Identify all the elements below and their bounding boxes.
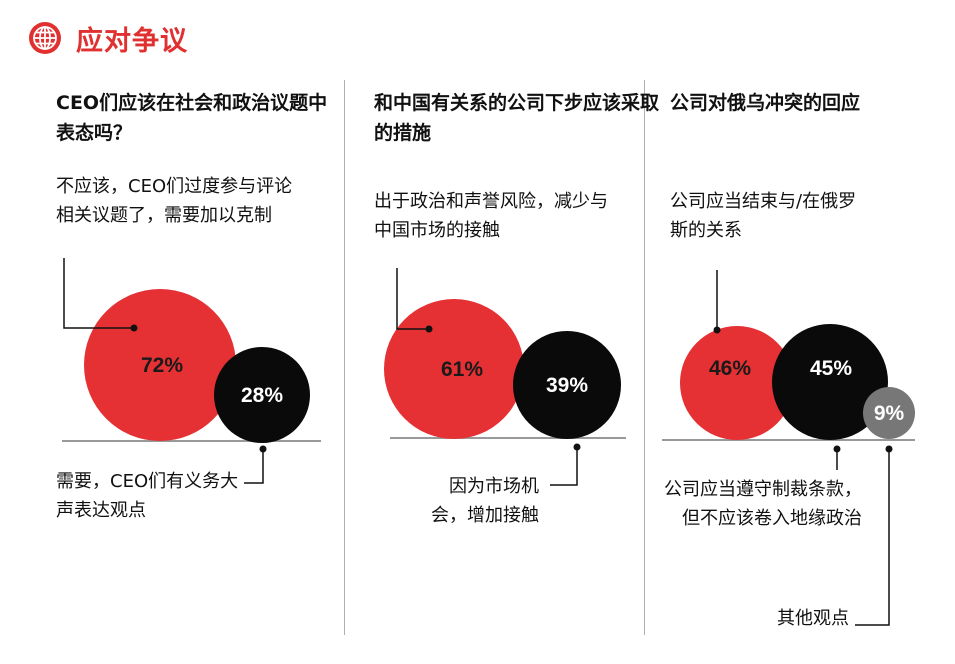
leader-line — [63, 258, 134, 329]
panel-china-strategy: 和中国有关系的公司下步应该采取的措施 出于政治和声誉风险，减少与中国市场的接触 … — [374, 80, 674, 640]
value-label: 61% — [441, 358, 483, 381]
bubble-black — [214, 347, 310, 443]
divider — [644, 80, 645, 635]
value-label: 39% — [546, 374, 588, 397]
leader-dot — [425, 325, 433, 333]
question-title: 公司对俄乌冲突的回应 — [670, 92, 861, 114]
panel-russia-response: 公司对俄乌冲突的回应 公司应当结束与/在俄罗斯的关系 公司应当遵守制裁条款，但不… — [652, 80, 952, 640]
value-label: 72% — [141, 354, 183, 377]
leader-line — [550, 447, 578, 486]
bubble-chart: 72% 28% — [62, 258, 321, 484]
value-label: 46% — [709, 357, 751, 380]
label-red: 不应该，CEO们过度参与评论相关议题了，需要加以克制 — [56, 176, 293, 226]
label-red: 公司应当结束与/在俄罗斯的关系 — [670, 191, 857, 241]
label-gray: 其他观点 — [777, 608, 849, 629]
leader-line — [244, 449, 264, 484]
leader-line — [396, 268, 429, 330]
question-title: 和中国有关系的公司下步应该采取的措施 — [374, 92, 660, 144]
panel-ceo-stance: CEO们应该在社会和政治议题中表态吗？ 不应该，CEO们过度参与评论相关议题了，… — [56, 80, 356, 640]
bubble-black — [513, 331, 621, 439]
label-red: 出于政治和声誉风险，减少与中国市场的接触 — [374, 191, 608, 241]
leader-dot — [259, 445, 267, 453]
leader-dot — [573, 443, 581, 451]
label-black: 公司应当遵守制裁条款，但不应该卷入地缘政治 — [664, 479, 862, 529]
leader-dot — [130, 324, 138, 332]
bubble-black — [772, 324, 888, 440]
leader-dot — [885, 445, 893, 453]
bubble-red — [680, 326, 794, 440]
header: 应对争议 — [28, 18, 188, 58]
divider — [344, 80, 345, 635]
page-title: 应对争议 — [76, 25, 188, 57]
leader-dot — [833, 445, 841, 453]
bubble-chart: 61% 39% — [384, 268, 626, 486]
bubble-red — [384, 299, 524, 439]
value-label: 45% — [810, 357, 852, 380]
leader-dot — [713, 326, 721, 334]
leader-line — [855, 449, 890, 626]
label-black: 因为市场机会，增加接触 — [431, 476, 539, 526]
globe-icon — [29, 22, 61, 54]
bubble-red — [84, 289, 236, 441]
label-black: 需要，CEO们有义务大声表达观点 — [56, 471, 239, 521]
question-title: CEO们应该在社会和政治议题中表态吗？ — [56, 92, 328, 144]
bubble-chart: 46% 45% 9% — [662, 270, 915, 626]
value-label: 28% — [241, 384, 283, 407]
bubble-gray — [863, 387, 915, 439]
value-label: 9% — [874, 402, 905, 425]
